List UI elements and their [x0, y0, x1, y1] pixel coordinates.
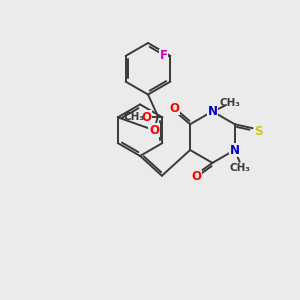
Text: CH₃: CH₃	[229, 163, 250, 173]
Text: N: N	[230, 143, 240, 157]
Text: O: O	[149, 124, 159, 137]
Text: CH₃: CH₃	[220, 98, 241, 108]
Text: O: O	[169, 102, 179, 115]
Text: O: O	[192, 170, 202, 183]
Text: O: O	[142, 111, 152, 124]
Text: F: F	[159, 50, 167, 62]
Text: CH₃: CH₃	[123, 112, 144, 122]
Text: N: N	[207, 105, 218, 118]
Text: S: S	[254, 125, 263, 138]
